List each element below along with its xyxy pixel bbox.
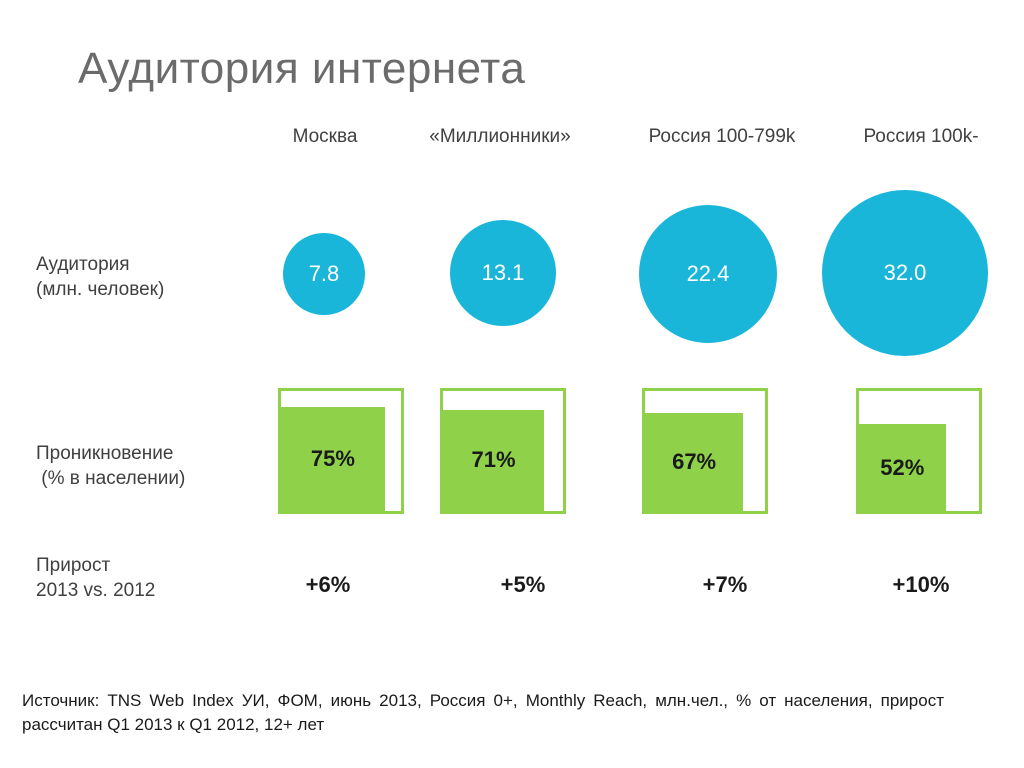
penetration-square [440, 388, 566, 514]
penetration-fill [281, 407, 385, 511]
column-header-moscow: Москва [292, 126, 358, 147]
penetration-fill [859, 424, 946, 511]
column-header-russia-100-799k: Россия 100-799k [648, 126, 796, 147]
column-header-russia-100k: Россия 100k- [863, 126, 979, 147]
penetration-value-label: 52% [880, 454, 925, 480]
growth-value-label: +10% [892, 572, 950, 597]
penetration-fill [645, 412, 744, 511]
growth-value-label: +5% [500, 572, 546, 597]
row-label-penetration: Проникновение (% в населении) [36, 441, 185, 491]
penetration-value-label: 67% [672, 448, 717, 474]
row-label-audience-line2: (млн. человек) [36, 279, 165, 300]
row-label-growth-line2: 2013 vs. 2012 [36, 580, 156, 601]
penetration-value-label: 75% [310, 446, 355, 472]
penetration-square [642, 388, 768, 514]
audience-value-label: 22.4 [686, 260, 730, 286]
row-label-penetration-line1: Проникновение [36, 443, 174, 464]
growth-value-label: +7% [702, 572, 748, 597]
penetration-square [278, 388, 404, 514]
audience-value-label: 7.8 [308, 260, 340, 286]
penetration-square [856, 388, 982, 514]
penetration-fill [443, 409, 545, 511]
penetration-value-label: 71% [471, 447, 516, 473]
audience-bubble: 32.0 [822, 190, 988, 356]
column-header-millionniki: «Миллионники» [429, 126, 571, 147]
audience-bubble: 7.8 [283, 233, 365, 315]
audience-value-label: 32.0 [883, 260, 927, 285]
audience-bubble: 22.4 [638, 204, 778, 344]
row-label-growth: Прирост 2013 vs. 2012 [36, 553, 155, 603]
source-note: Источник: TNS Web Index УИ, ФОМ, июнь 20… [22, 691, 944, 734]
growth-value-label: +6% [305, 572, 351, 597]
audience-bubble: 13.1 [449, 219, 557, 327]
row-label-audience-line1: Аудитория [36, 254, 130, 275]
row-label-audience: Аудитория (млн. человек) [36, 252, 164, 302]
row-label-penetration-line2: (% в населении) [36, 468, 186, 489]
row-label-growth-line1: Прирост [36, 555, 111, 576]
audience-value-label: 13.1 [481, 259, 525, 285]
slide-title: Аудитория интернета [78, 44, 526, 93]
